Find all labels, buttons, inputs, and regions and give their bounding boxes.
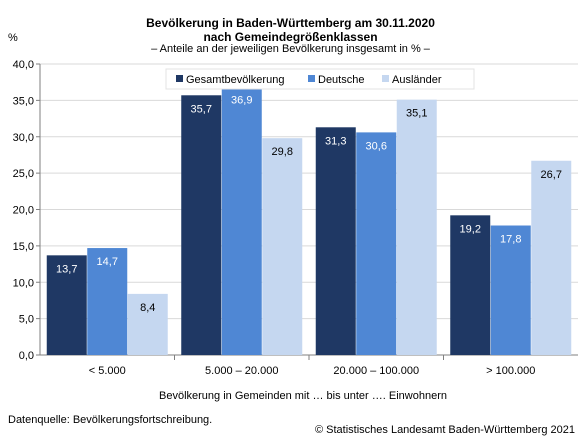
x-tick-label: 20.000 – 100.000 — [333, 365, 419, 377]
x-tick-label: < 5.000 — [89, 365, 126, 377]
legend-swatch — [308, 75, 315, 82]
y-tick-label: 40,0 — [13, 59, 34, 71]
bar — [262, 138, 303, 355]
data-label: 35,1 — [406, 108, 427, 120]
y-tick-label: 20,0 — [13, 205, 34, 217]
data-label: 17,8 — [500, 234, 521, 246]
data-label: 35,7 — [191, 103, 212, 115]
bar — [531, 160, 572, 355]
legend-swatch — [176, 75, 183, 82]
bar-chart: 0,0 5,0 10,0 15,0 20,0 25,0 30,0 35,0 40,0 13,7 14… — [13, 59, 578, 402]
legend-swatch — [382, 75, 389, 82]
x-tick-label: > 100.000 — [486, 365, 535, 377]
chart-subtitle: – Anteile an der jeweiligen Bevölkerung … — [151, 43, 430, 55]
legend-label: Ausländer — [392, 74, 442, 86]
y-tick-label: 10,0 — [13, 277, 34, 289]
data-label: 26,7 — [541, 169, 562, 181]
bar — [127, 293, 168, 355]
legend-box — [165, 68, 475, 90]
data-label: 36,9 — [231, 95, 252, 107]
data-label: 31,3 — [325, 135, 346, 147]
chart-title: Bevölkerung in Baden-Württemberg am 30.1… — [146, 16, 435, 30]
y-tick-label: 35,0 — [13, 95, 34, 107]
y-axis-unit: % — [8, 32, 18, 44]
data-label: 29,8 — [272, 146, 293, 158]
legend-label: Deutsche — [318, 74, 364, 86]
y-tick-label: 0,0 — [19, 350, 34, 362]
data-label: 19,2 — [460, 223, 481, 235]
bar — [46, 255, 87, 355]
data-label: 30,6 — [366, 140, 387, 152]
legend-label: Gesamtbevölkerung — [186, 74, 284, 86]
bar — [396, 99, 437, 356]
y-tick-label: 25,0 — [13, 168, 34, 180]
y-tick-label: 15,0 — [13, 241, 34, 253]
bar — [181, 95, 222, 355]
x-tick-label: 5.000 – 20.000 — [205, 365, 278, 377]
y-tick-label: 5,0 — [19, 314, 34, 326]
bar — [221, 86, 262, 356]
source-note: Datenquelle: Bevölkerungsfortschreibung. — [8, 414, 213, 426]
bar — [87, 248, 128, 355]
data-label: 8,4 — [140, 302, 155, 314]
bar — [450, 215, 491, 355]
data-label: 13,7 — [56, 263, 77, 275]
data-label: 14,7 — [97, 256, 118, 268]
bar — [356, 132, 397, 355]
y-tick-label: 30,0 — [13, 132, 34, 144]
x-axis-title: Bevölkerung in Gemeinden mit … bis unter… — [159, 390, 447, 402]
copyright-note: © Statistisches Landesamt Baden-Württemb… — [314, 424, 575, 436]
bar — [490, 225, 531, 355]
chart-title-line2: nach Gemeindegrößenklassen — [203, 30, 378, 44]
bar — [315, 127, 356, 355]
